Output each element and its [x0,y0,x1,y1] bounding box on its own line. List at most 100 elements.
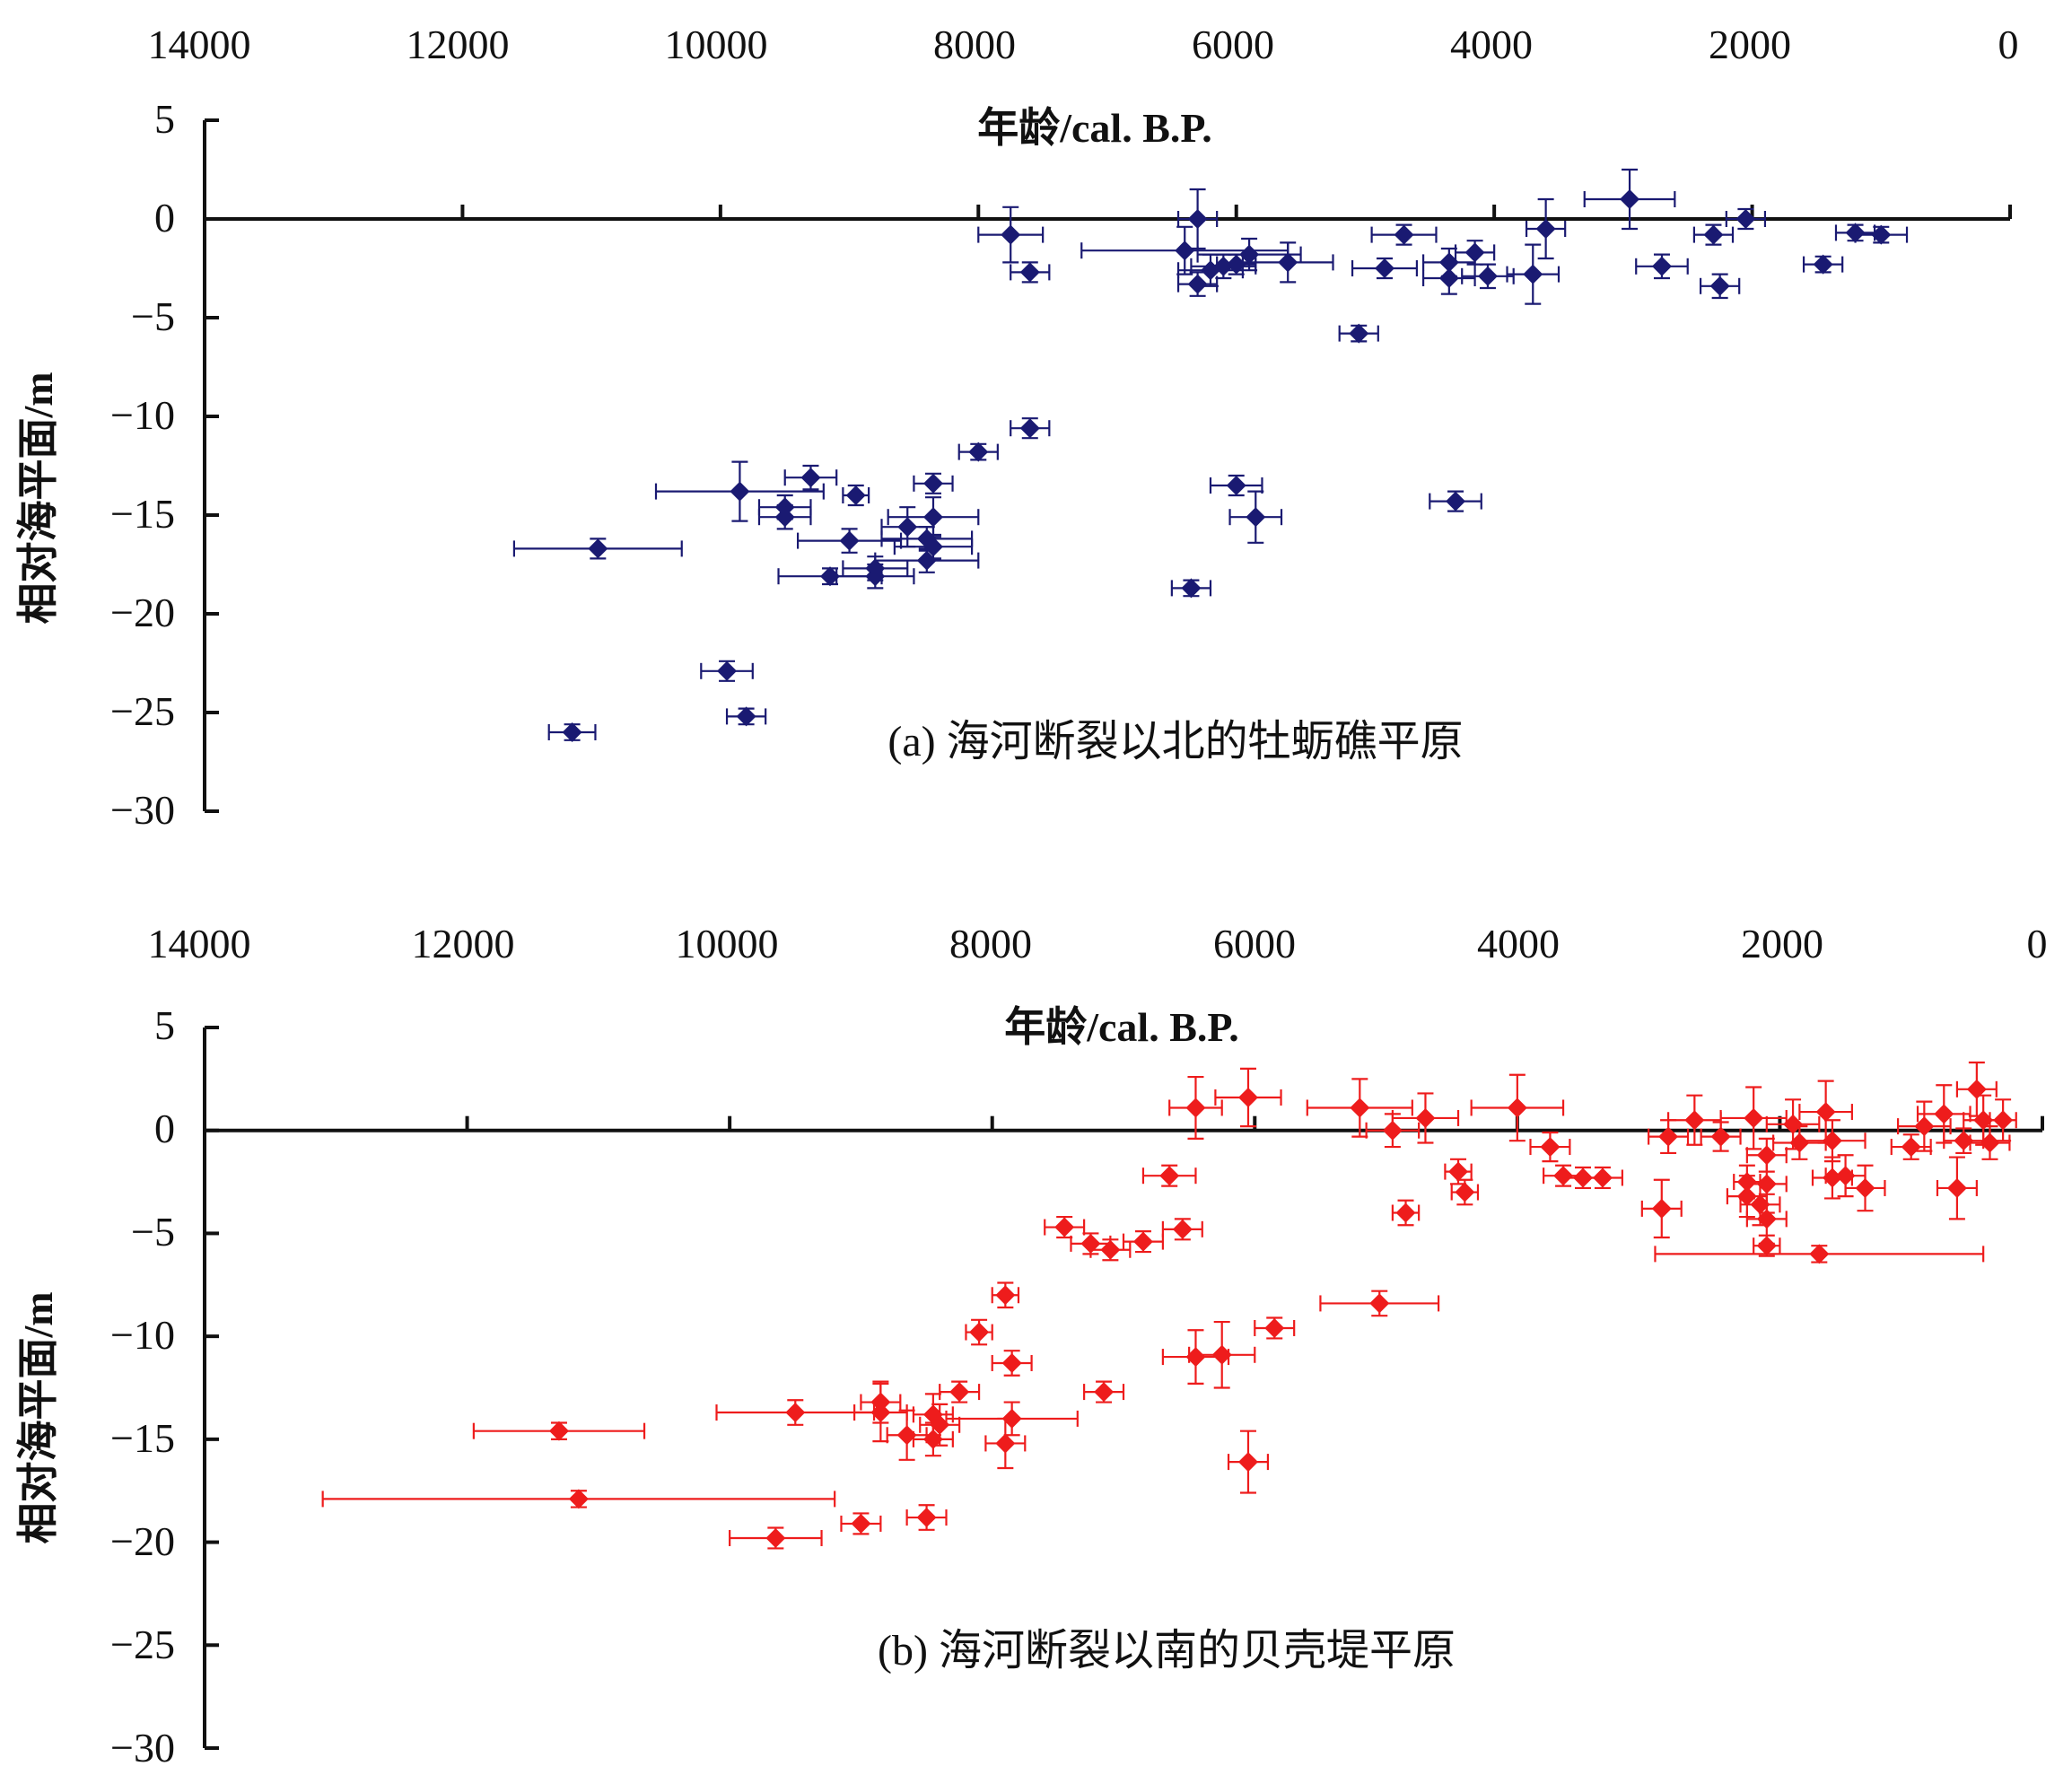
data-point [1450,1178,1480,1206]
diamond-marker [1187,274,1208,294]
diamond-marker [1535,219,1556,239]
x-tick-labels-a: 14000 12000 10000 8000 6000 4000 2000 0 [148,22,2019,67]
data-point [1916,1084,1971,1144]
y-tick-label: −5 [131,1209,175,1255]
data-point [715,1399,876,1426]
data-point [1692,223,1735,246]
x-tick-label: 4000 [1450,22,1533,67]
y-tick-label: −30 [110,1725,175,1771]
diamond-marker [1001,1352,1022,1373]
data-point [1209,474,1263,497]
diamond-marker [851,1513,871,1534]
diamond-marker [922,507,943,528]
data-point [1196,237,1302,272]
x-tick-label: 12000 [412,921,515,966]
x-tick-label: 10000 [676,921,779,966]
data-point [1010,417,1051,440]
data-point [1726,1175,1768,1219]
data-point [1798,1119,1867,1163]
diamond-marker [1658,1126,1679,1147]
data-point [1141,1164,1197,1187]
x-tick-label: 2000 [1709,22,1791,67]
diamond-marker [1966,1079,1987,1099]
y-tick-label: −10 [110,392,175,438]
axes-a [203,118,2012,813]
diamond-marker [1001,224,1021,245]
y-tick-label: −20 [110,1518,175,1564]
data-point [1454,240,1496,266]
diamond-marker [717,660,738,681]
data-point [905,1504,948,1531]
data-point [1719,1086,1788,1150]
diamond-marker [736,706,756,727]
data-point [1089,1238,1132,1262]
diamond-marker [1019,418,1040,439]
data-points-a [512,168,1909,742]
diamond-marker [922,1429,943,1449]
data-point [1421,261,1476,295]
diamond-marker [1350,1097,1370,1118]
diamond-marker [1211,1344,1232,1365]
diamond-marker [1264,1317,1285,1338]
diamond-marker [949,1382,970,1403]
data-point [1943,1127,1985,1155]
data-point [1798,1080,1853,1144]
diamond-marker [1213,256,1234,276]
diamond-marker [1395,1202,1416,1223]
data-point [1227,1430,1270,1494]
data-point [977,205,1045,264]
diamond-marker [1523,264,1543,284]
diamond-marker [1756,1209,1777,1229]
data-point [984,1417,1027,1470]
data-point [1470,1073,1565,1142]
diamond-marker [1710,1126,1731,1147]
diamond-marker [969,1322,990,1342]
panel-caption-b: (b) 海河断裂以南的贝壳堤平原 [878,1627,1456,1674]
diamond-marker [916,550,937,571]
diamond-marker [785,1403,806,1423]
diamond-marker [1374,258,1394,278]
data-point [1170,578,1212,599]
diamond-marker [1446,491,1466,512]
data-point [991,1350,1033,1377]
x-tick-label: 8000 [933,22,1016,67]
data-point [1176,188,1219,250]
diamond-marker [1980,1132,2000,1153]
diamond-marker [896,1425,917,1446]
y-tick-label: −10 [110,1312,175,1358]
diamond-marker [1185,1347,1206,1368]
diamond-marker [1954,1131,1974,1151]
data-point [654,460,825,522]
data-point [1955,1061,1998,1117]
diamond-marker [800,468,821,488]
data-point [1161,1218,1203,1241]
data-point [939,1380,981,1403]
data-point [547,722,597,742]
diamond-marker [1246,507,1266,528]
diamond-marker [1226,476,1246,495]
data-point [1648,1119,1690,1155]
x-tick-label: 10000 [665,22,768,67]
diamond-marker [1822,1131,1842,1151]
diamond-marker [1946,1177,1967,1198]
data-point [1188,1320,1256,1389]
data-point [1529,1131,1571,1163]
y-tick-label: 5 [154,1002,175,1048]
x-tick-label: 8000 [949,921,1032,966]
x-axis-label-a: 年龄/cal. B.P. [977,105,1212,151]
x-tick-label: 2000 [1741,921,1823,966]
diamond-marker [839,530,860,551]
y-tick-labels-a: 5 0 −5 −10 −15 −20 −25 −30 [110,96,175,833]
diamond-marker [1651,256,1672,276]
diamond-marker [1540,1137,1561,1158]
data-point [1854,224,1909,245]
diamond-marker [1651,1198,1672,1219]
diamond-marker [1185,1097,1206,1118]
data-point [725,706,767,727]
data-point [512,538,683,560]
data-point [1890,1133,1932,1160]
data-point [1635,253,1689,280]
y-axis-label-b: 相对海平面/m [15,1291,61,1543]
diamond-marker [1349,323,1369,344]
diamond-marker [1813,254,1833,275]
